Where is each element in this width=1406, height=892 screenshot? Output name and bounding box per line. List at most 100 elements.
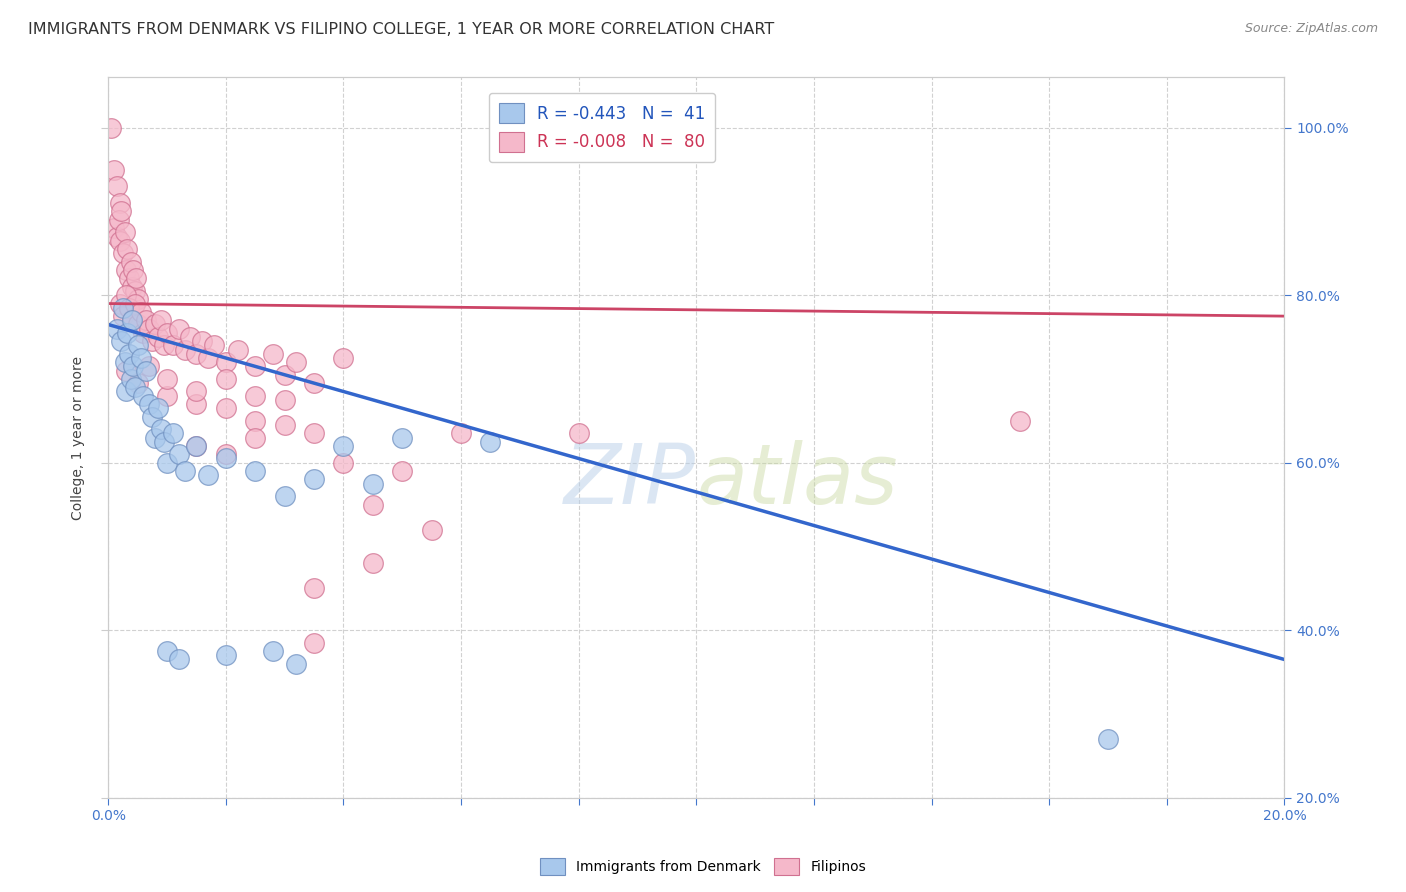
Legend: R = -0.443   N =  41, R = -0.008   N =  80: R = -0.443 N = 41, R = -0.008 N = 80 [489,93,716,162]
Point [273,417,295,432]
Point [120,372,142,386]
Point [141,409,163,424]
Point [568,426,591,441]
Point [118,271,141,285]
Point [135,313,157,327]
Point [118,301,141,315]
Point [121,280,143,294]
Point [103,221,125,235]
Point [105,321,128,335]
Point [273,489,295,503]
Point [197,351,219,365]
Point [450,426,472,441]
Point [143,431,166,445]
Point [105,179,128,194]
Point [114,355,136,369]
Point [156,326,179,340]
Point [215,355,238,369]
Point [132,389,155,403]
Point [114,288,136,302]
Point [215,447,238,461]
Point [141,334,163,349]
Point [273,368,295,382]
Point [153,338,176,352]
Point [332,439,354,453]
Point [110,204,132,219]
Point [108,234,131,248]
Point [127,293,149,307]
Point [285,657,308,671]
Point [108,296,131,310]
Point [124,380,146,394]
Point [146,330,169,344]
Text: atlas: atlas [696,441,898,521]
Point [215,648,238,663]
Point [107,212,129,227]
Point [173,343,195,357]
Text: ZIP: ZIP [564,441,696,521]
Point [111,246,134,260]
Point [243,464,266,478]
Point [150,422,173,436]
Point [1097,732,1119,747]
Point [215,401,238,416]
Point [202,338,225,352]
Point [132,326,155,340]
Point [215,372,238,386]
Point [121,359,143,374]
Point [361,556,384,570]
Point [186,384,208,399]
Point [186,397,208,411]
Point [129,305,152,319]
Point [162,426,184,441]
Point [167,321,190,335]
Point [179,330,201,344]
Point [226,343,249,357]
Point [108,196,131,211]
Point [146,401,169,416]
Text: Source: ZipAtlas.com: Source: ZipAtlas.com [1244,22,1378,36]
Point [302,426,325,441]
Point [420,523,443,537]
Point [118,347,141,361]
Point [162,338,184,352]
Point [361,476,384,491]
Point [243,359,266,374]
Point [121,313,143,327]
Point [150,313,173,327]
Point [197,468,219,483]
Point [127,376,149,391]
Point [127,318,149,332]
Point [302,582,325,596]
Point [332,351,354,365]
Point [124,284,146,298]
Point [156,389,179,403]
Point [173,464,195,478]
Point [114,384,136,399]
Point [138,359,160,374]
Point [1008,414,1031,428]
Point [302,636,325,650]
Point [186,347,208,361]
Point [156,372,179,386]
Point [114,263,136,277]
Point [167,447,190,461]
Point [100,120,122,135]
Point [391,464,413,478]
Point [262,347,284,361]
Point [273,392,295,407]
Point [127,338,149,352]
Point [243,414,266,428]
Point [479,434,502,449]
Point [143,318,166,332]
Point [120,254,142,268]
Point [124,296,146,310]
Point [121,263,143,277]
Point [302,376,325,391]
Point [332,456,354,470]
Point [138,397,160,411]
Point [156,644,179,658]
Legend: Immigrants from Denmark, Filipinos: Immigrants from Denmark, Filipinos [534,853,872,880]
Text: IMMIGRANTS FROM DENMARK VS FILIPINO COLLEGE, 1 YEAR OR MORE CORRELATION CHART: IMMIGRANTS FROM DENMARK VS FILIPINO COLL… [28,22,775,37]
Point [153,434,176,449]
